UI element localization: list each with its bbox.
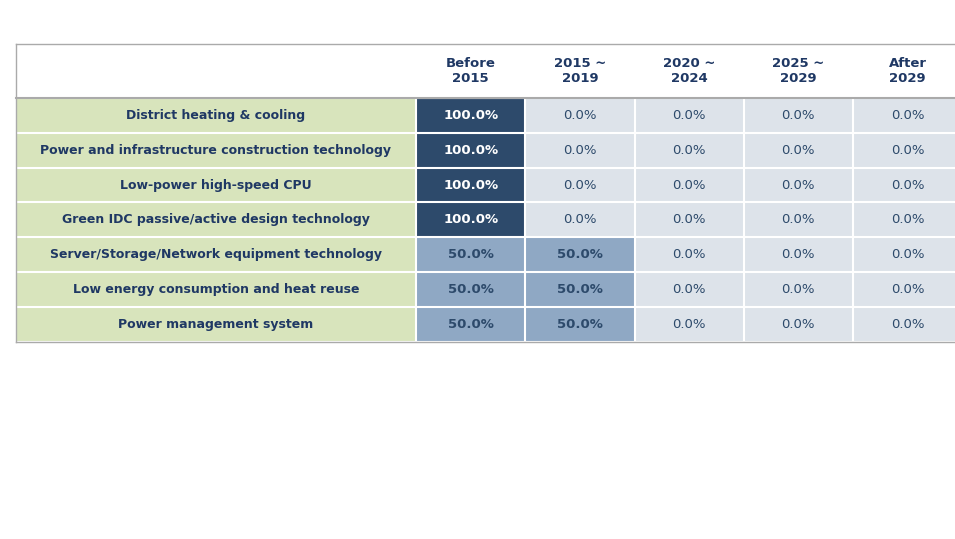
Text: 2015 ~
2019: 2015 ~ 2019 (554, 57, 606, 85)
FancyBboxPatch shape (634, 44, 744, 98)
Text: 0.0%: 0.0% (781, 178, 815, 191)
Text: Power and infrastructure construction technology: Power and infrastructure construction te… (40, 144, 392, 157)
FancyBboxPatch shape (16, 168, 416, 203)
FancyBboxPatch shape (525, 203, 634, 237)
FancyBboxPatch shape (634, 203, 744, 237)
FancyBboxPatch shape (744, 272, 853, 307)
FancyBboxPatch shape (16, 272, 416, 307)
Text: 0.0%: 0.0% (891, 178, 924, 191)
Text: 0.0%: 0.0% (781, 213, 815, 226)
Text: 0.0%: 0.0% (781, 109, 815, 122)
FancyBboxPatch shape (853, 44, 955, 98)
Text: 50.0%: 50.0% (448, 318, 494, 331)
Text: 0.0%: 0.0% (563, 178, 597, 191)
Text: 50.0%: 50.0% (448, 248, 494, 261)
FancyBboxPatch shape (16, 98, 416, 133)
FancyBboxPatch shape (744, 44, 853, 98)
Text: 0.0%: 0.0% (781, 248, 815, 261)
Text: 0.0%: 0.0% (672, 318, 706, 331)
Text: 0.0%: 0.0% (672, 283, 706, 296)
FancyBboxPatch shape (634, 307, 744, 342)
FancyBboxPatch shape (853, 133, 955, 168)
Text: 0.0%: 0.0% (891, 144, 924, 157)
FancyBboxPatch shape (416, 203, 525, 237)
FancyBboxPatch shape (634, 237, 744, 272)
Text: 0.0%: 0.0% (563, 213, 597, 226)
FancyBboxPatch shape (416, 44, 525, 98)
Text: 100.0%: 100.0% (443, 109, 499, 122)
Text: Server/Storage/Network equipment technology: Server/Storage/Network equipment technol… (50, 248, 382, 261)
FancyBboxPatch shape (416, 133, 525, 168)
FancyBboxPatch shape (416, 307, 525, 342)
FancyBboxPatch shape (853, 168, 955, 203)
FancyBboxPatch shape (16, 203, 416, 237)
FancyBboxPatch shape (634, 168, 744, 203)
FancyBboxPatch shape (744, 307, 853, 342)
FancyBboxPatch shape (634, 133, 744, 168)
FancyBboxPatch shape (416, 168, 525, 203)
Text: 0.0%: 0.0% (672, 248, 706, 261)
Text: After
2029: After 2029 (888, 57, 926, 85)
Text: 0.0%: 0.0% (781, 318, 815, 331)
FancyBboxPatch shape (853, 98, 955, 133)
Text: 0.0%: 0.0% (672, 109, 706, 122)
Text: Green IDC passive/active design technology: Green IDC passive/active design technolo… (62, 213, 370, 226)
FancyBboxPatch shape (525, 98, 634, 133)
Text: 0.0%: 0.0% (891, 213, 924, 226)
FancyBboxPatch shape (525, 168, 634, 203)
Text: 100.0%: 100.0% (443, 213, 499, 226)
Text: 50.0%: 50.0% (557, 318, 603, 331)
Text: 2020 ~
2024: 2020 ~ 2024 (663, 57, 715, 85)
Text: 100.0%: 100.0% (443, 178, 499, 191)
Text: 50.0%: 50.0% (557, 283, 603, 296)
FancyBboxPatch shape (744, 133, 853, 168)
Text: District heating & cooling: District heating & cooling (126, 109, 306, 122)
Text: 0.0%: 0.0% (891, 283, 924, 296)
FancyBboxPatch shape (744, 237, 853, 272)
Text: 0.0%: 0.0% (891, 318, 924, 331)
FancyBboxPatch shape (853, 237, 955, 272)
Text: 100.0%: 100.0% (443, 144, 499, 157)
FancyBboxPatch shape (853, 272, 955, 307)
FancyBboxPatch shape (416, 272, 525, 307)
Text: Before
2015: Before 2015 (446, 57, 496, 85)
FancyBboxPatch shape (525, 307, 634, 342)
FancyBboxPatch shape (744, 168, 853, 203)
Text: 50.0%: 50.0% (448, 283, 494, 296)
Text: 0.0%: 0.0% (563, 109, 597, 122)
FancyBboxPatch shape (853, 307, 955, 342)
FancyBboxPatch shape (525, 272, 634, 307)
FancyBboxPatch shape (634, 98, 744, 133)
Text: Low energy consumption and heat reuse: Low energy consumption and heat reuse (73, 283, 359, 296)
FancyBboxPatch shape (416, 237, 525, 272)
Text: 0.0%: 0.0% (781, 283, 815, 296)
Text: 50.0%: 50.0% (557, 248, 603, 261)
FancyBboxPatch shape (744, 98, 853, 133)
FancyBboxPatch shape (416, 98, 525, 133)
Text: 0.0%: 0.0% (891, 248, 924, 261)
Text: 0.0%: 0.0% (563, 144, 597, 157)
FancyBboxPatch shape (525, 237, 634, 272)
Text: Low-power high-speed CPU: Low-power high-speed CPU (120, 178, 311, 191)
FancyBboxPatch shape (16, 237, 416, 272)
FancyBboxPatch shape (853, 203, 955, 237)
Text: 0.0%: 0.0% (672, 213, 706, 226)
Text: Power management system: Power management system (118, 318, 313, 331)
Text: 0.0%: 0.0% (891, 109, 924, 122)
FancyBboxPatch shape (634, 272, 744, 307)
Text: 0.0%: 0.0% (781, 144, 815, 157)
Text: 2025 ~
2029: 2025 ~ 2029 (773, 57, 824, 85)
FancyBboxPatch shape (16, 133, 416, 168)
FancyBboxPatch shape (525, 133, 634, 168)
FancyBboxPatch shape (525, 44, 634, 98)
FancyBboxPatch shape (16, 307, 416, 342)
Text: 0.0%: 0.0% (672, 144, 706, 157)
Text: 0.0%: 0.0% (672, 178, 706, 191)
FancyBboxPatch shape (744, 203, 853, 237)
